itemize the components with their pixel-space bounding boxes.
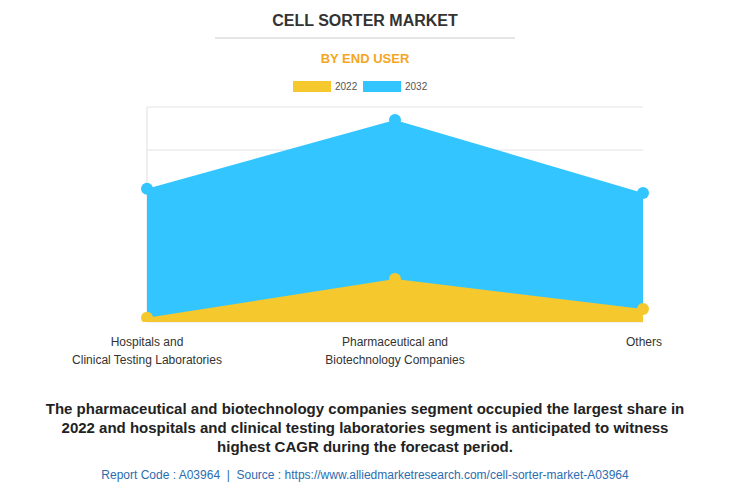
point	[637, 187, 649, 199]
category-label: Others	[626, 335, 662, 349]
area	[147, 279, 643, 322]
point	[389, 273, 401, 285]
legend-label: 2032	[405, 81, 428, 92]
area	[147, 120, 643, 322]
legend-label: 2022	[335, 81, 358, 92]
point	[141, 312, 153, 322]
title: CELL SORTER MARKET	[272, 12, 458, 29]
point	[389, 114, 401, 126]
subtitle: BY END USER	[321, 51, 410, 66]
source: Report Code : A03964 | Source : https://…	[101, 468, 629, 482]
grid-line	[147, 107, 643, 108]
title-rule	[215, 38, 515, 39]
caption: The pharmaceutical and biotechnology com…	[46, 400, 685, 455]
category-label: Pharmaceutical andBiotechnology Companie…	[325, 335, 464, 367]
legend-swatch	[293, 81, 331, 92]
plot-area	[141, 114, 649, 322]
background	[0, 0, 730, 493]
chart: CELL SORTER MARKET BY END USER 2022 2032 Hos…	[0, 0, 730, 493]
category-label: Hospitals andClinical Testing Laboratori…	[72, 335, 222, 367]
point	[637, 303, 649, 315]
legend-swatch	[363, 81, 401, 92]
point	[141, 183, 153, 195]
